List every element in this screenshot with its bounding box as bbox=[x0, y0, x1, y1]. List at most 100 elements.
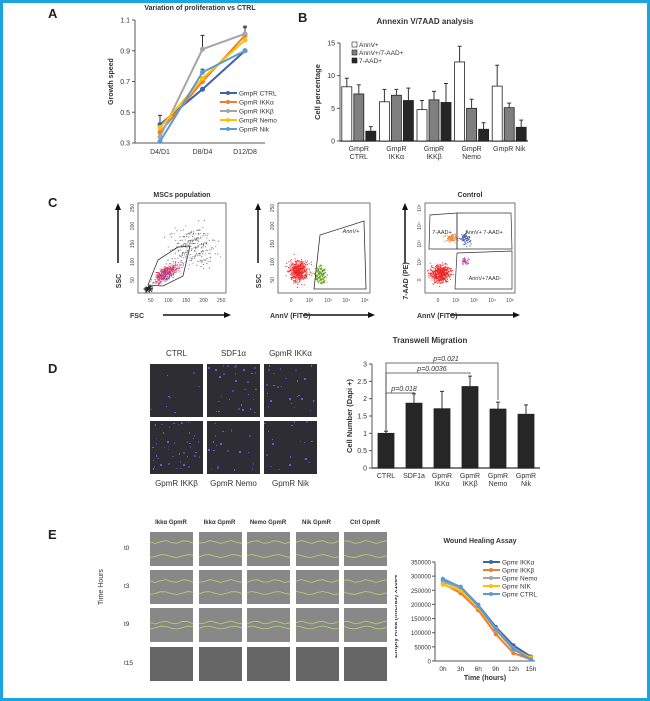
wound-edge-lines bbox=[198, 579, 242, 595]
event-dot bbox=[172, 274, 174, 276]
event-dot bbox=[201, 247, 203, 249]
control-x-arrowhead bbox=[513, 312, 520, 318]
event-dot bbox=[439, 275, 441, 277]
event-dot bbox=[435, 266, 437, 268]
event-dot bbox=[186, 247, 188, 249]
gate-label: AnnV+7AAD- bbox=[469, 276, 502, 282]
control-y-arrowhead bbox=[402, 203, 408, 210]
event-dot bbox=[188, 251, 190, 253]
event-dot bbox=[161, 279, 163, 281]
event-dot bbox=[301, 284, 303, 286]
event-dot bbox=[295, 260, 297, 262]
event-dot bbox=[195, 247, 197, 249]
event-dot bbox=[318, 271, 320, 273]
event-dot bbox=[447, 236, 449, 238]
x-tick-label: GmpR CTRL bbox=[349, 146, 369, 161]
control-y-tick: 10⁴ bbox=[417, 222, 423, 230]
event-dot bbox=[299, 272, 301, 274]
event-dot bbox=[440, 276, 442, 278]
event-dot bbox=[292, 264, 294, 266]
event-dot bbox=[205, 243, 207, 245]
event-dot bbox=[197, 245, 199, 247]
event-dot bbox=[291, 274, 293, 276]
event-dot bbox=[302, 277, 304, 279]
event-dot bbox=[436, 271, 438, 273]
y-tick-label: 15 bbox=[327, 41, 335, 48]
event-dot bbox=[318, 274, 320, 276]
event-dot bbox=[161, 271, 163, 273]
event-dot bbox=[468, 237, 470, 239]
event-dot bbox=[440, 276, 442, 278]
event-dot bbox=[452, 234, 454, 236]
nucleus-dot bbox=[306, 421, 308, 423]
event-dot bbox=[469, 240, 471, 242]
event-dot bbox=[295, 271, 297, 273]
event-dot bbox=[189, 260, 191, 262]
event-dot bbox=[169, 266, 171, 268]
event-dot bbox=[305, 263, 307, 265]
event-dot bbox=[428, 276, 430, 278]
nucleus-dot bbox=[255, 388, 257, 391]
event-dot bbox=[449, 239, 451, 241]
event-dot bbox=[295, 278, 297, 280]
nucleus-dot bbox=[220, 395, 223, 398]
event-dot bbox=[175, 240, 177, 242]
nucleus-dot bbox=[252, 463, 255, 465]
nucleus-dot bbox=[311, 440, 313, 443]
event-dot bbox=[163, 268, 165, 270]
event-dot bbox=[194, 237, 196, 239]
event-dot bbox=[165, 271, 167, 273]
event-dot bbox=[299, 273, 301, 275]
event-dot bbox=[322, 275, 324, 277]
event-dot bbox=[453, 237, 455, 239]
event-dot bbox=[456, 239, 458, 241]
event-dot bbox=[299, 275, 301, 277]
event-dot bbox=[444, 272, 446, 274]
event-dot bbox=[191, 258, 193, 260]
event-dot bbox=[439, 277, 441, 279]
wound-image bbox=[247, 647, 290, 681]
mscs-title: MSCs population bbox=[153, 192, 210, 199]
event-dot bbox=[317, 277, 319, 279]
event-dot bbox=[194, 250, 196, 252]
event-dot bbox=[194, 254, 196, 256]
p-value-label: p=0.018 bbox=[390, 386, 417, 393]
event-dot bbox=[163, 276, 165, 278]
event-dot bbox=[146, 287, 148, 289]
event-dot bbox=[293, 268, 295, 270]
nucleus-dot bbox=[155, 437, 158, 440]
event-dot bbox=[157, 278, 159, 280]
event-dot bbox=[467, 239, 469, 241]
y-tick-label: 200000 bbox=[411, 603, 432, 609]
event-dot bbox=[299, 278, 301, 280]
event-dot bbox=[144, 287, 146, 289]
event-dot bbox=[165, 276, 167, 278]
event-dot bbox=[442, 267, 444, 269]
event-dot bbox=[301, 277, 303, 279]
event-dot bbox=[197, 237, 199, 239]
event-dot bbox=[189, 239, 191, 241]
event-dot bbox=[160, 283, 162, 285]
event-dot bbox=[301, 269, 303, 271]
event-dot bbox=[438, 280, 440, 282]
nucleus-dot bbox=[228, 398, 231, 401]
event-dot bbox=[299, 277, 301, 279]
event-dot bbox=[462, 263, 464, 265]
event-dot bbox=[162, 272, 164, 274]
event-dot bbox=[466, 246, 468, 248]
nucleus-dot bbox=[208, 449, 210, 451]
event-dot bbox=[317, 269, 319, 271]
event-dot bbox=[445, 279, 447, 281]
event-dot bbox=[464, 236, 466, 238]
event-dot bbox=[289, 270, 291, 272]
y-axis-label: Empty Area (micras) x10e4 bbox=[395, 575, 399, 658]
event-dot bbox=[428, 274, 430, 276]
wound-edge-lines bbox=[247, 579, 290, 595]
event-dot bbox=[177, 257, 179, 259]
event-dot bbox=[207, 232, 209, 234]
event-dot bbox=[200, 266, 202, 268]
event-dot bbox=[209, 249, 211, 251]
x-tick-label: GmpR IKKα bbox=[386, 146, 406, 161]
bar bbox=[466, 107, 478, 142]
event-dot bbox=[171, 273, 173, 275]
